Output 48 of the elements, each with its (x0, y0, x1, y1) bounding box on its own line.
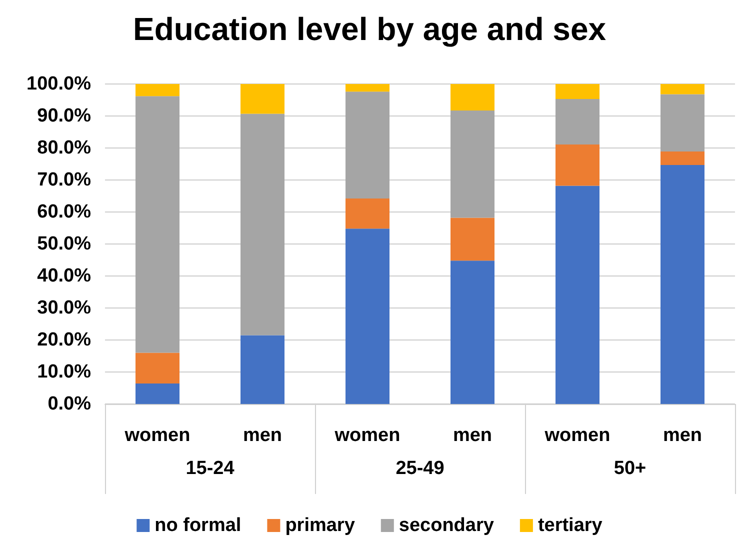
text: 25-49 (396, 458, 444, 479)
bar (556, 186, 600, 404)
y-tick-label: 80.0% (37, 138, 92, 158)
bar (136, 84, 180, 96)
y-tick-label: 90.0% (37, 106, 92, 126)
y-tick-label: 0.0% (48, 394, 92, 414)
bar (450, 84, 494, 111)
y-tick-label: 40.0% (37, 266, 92, 286)
bar (136, 352, 180, 384)
bar (346, 84, 390, 92)
legend-label: tertiary (538, 515, 603, 536)
y-tick-label: 50.0% (37, 234, 92, 254)
x-tick-label: women (124, 425, 190, 446)
bar (660, 94, 704, 152)
x-tick-label: women (544, 425, 610, 446)
bar (660, 152, 704, 165)
y-tick-label: 30.0% (37, 298, 92, 318)
text: 15-24 (186, 458, 235, 479)
bar (556, 99, 600, 144)
y-tick-label: 10.0% (37, 362, 92, 382)
bar (136, 384, 180, 404)
bar (660, 164, 704, 404)
bar (136, 96, 180, 353)
y-tick-label: 70.0% (37, 170, 92, 190)
legend-label: secondary (398, 515, 494, 536)
bar (556, 144, 600, 186)
x-tick-label: men (662, 425, 702, 446)
x-tick-label: men (242, 425, 282, 446)
y-tick-label: 20.0% (37, 330, 92, 350)
x-tick-label: men (452, 425, 492, 446)
x-tick-label: women (334, 425, 400, 446)
y-tick-label: 60.0% (37, 202, 92, 222)
bar (346, 228, 390, 404)
bar (660, 84, 704, 94)
bar (346, 92, 390, 199)
bar (240, 335, 284, 404)
bar (556, 84, 600, 100)
bar (346, 198, 390, 229)
bar (450, 260, 494, 404)
bar (240, 114, 284, 336)
bar (450, 218, 494, 261)
chart-title: Education level by age and sex (132, 11, 606, 47)
legend-label: primary (285, 515, 356, 536)
legend-label: no formal (154, 515, 242, 536)
text: 50+ (614, 458, 646, 479)
y-tick-label: 100.0% (26, 74, 92, 94)
bar (240, 84, 284, 114)
bar (450, 110, 494, 218)
